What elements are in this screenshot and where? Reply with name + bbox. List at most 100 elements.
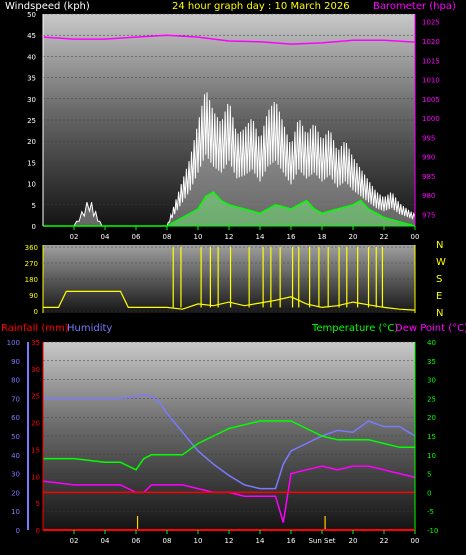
x-tick-label: 10 — [194, 233, 203, 241]
x-tick-label: 16 — [287, 233, 296, 241]
rain-y-tick: 25 — [31, 393, 40, 401]
average-wind-series — [43, 191, 416, 227]
x-tick-label: 10 — [194, 537, 203, 545]
baro-y-tick: 1005 — [422, 96, 440, 104]
x-tick-label: 02 — [70, 537, 79, 545]
dewpoint-axis-title: Dew Point (°C) — [395, 323, 466, 334]
baro-y-tick: 990 — [422, 154, 435, 162]
baro-y-tick: 985 — [422, 173, 435, 181]
compass-label: N — [436, 308, 443, 319]
x-tick-label: 04 — [101, 537, 110, 545]
direction-series — [43, 290, 416, 311]
baro-y-tick: 1000 — [422, 115, 440, 123]
wind-y-tick: 20 — [27, 138, 36, 146]
rain-y-tick: 0 — [36, 527, 40, 535]
x-tick-label: 00 — [411, 233, 420, 241]
x-tick-label: 20 — [349, 537, 358, 545]
compass-label: S — [436, 274, 442, 285]
baro-y-tick: 1010 — [422, 77, 440, 85]
wind-y-tick: 35 — [27, 75, 36, 83]
humidity-y-tick: 40 — [11, 452, 20, 460]
temp-y-tick: -5 — [427, 508, 434, 516]
humidity-y-tick: 80 — [11, 377, 20, 385]
baro-y-tick: 995 — [422, 134, 435, 142]
direction-y-tick: 180 — [25, 276, 38, 284]
rain-y-tick: 10 — [31, 473, 40, 481]
x-tick-label: Sun Set — [308, 537, 335, 545]
wind-y-tick: 45 — [27, 32, 36, 40]
rain-y-tick: 20 — [31, 420, 40, 428]
temp-y-tick: 30 — [427, 377, 436, 385]
chart-title: 24 hour graph day : 10 March 2026 — [172, 1, 350, 12]
humidity-y-tick: 60 — [11, 414, 20, 422]
baro-y-tick: 980 — [422, 192, 435, 200]
humidity-series — [43, 393, 416, 490]
rain-y-tick: 15 — [31, 446, 40, 454]
x-tick-label: 00 — [411, 537, 420, 545]
barometer-axis-title: Barometer (hpa) — [373, 1, 456, 12]
temp-y-tick: -10 — [427, 527, 438, 535]
temp-y-tick: 10 — [427, 452, 436, 460]
humidity-y-tick: 100 — [7, 339, 20, 347]
x-tick-label: 16 — [287, 537, 296, 545]
x-tick-label: 14 — [256, 233, 265, 241]
compass-label: N — [436, 240, 443, 251]
humidity-y-tick: 50 — [11, 433, 20, 441]
baro-y-tick: 1025 — [422, 19, 440, 27]
temperature-axis-title: Temperature (°C) — [311, 323, 398, 334]
direction-y-tick: 360 — [25, 244, 38, 252]
humidity-y-tick: 70 — [11, 395, 20, 403]
humidity-y-tick: 10 — [11, 508, 20, 516]
wind-axis-title: Windspeed (kph) — [5, 1, 90, 12]
temp-y-tick: 20 — [427, 414, 436, 422]
temperature-series — [43, 420, 415, 471]
wind-y-tick: 30 — [27, 96, 36, 104]
temp-y-tick: 25 — [427, 395, 436, 403]
x-tick-label: 08 — [163, 537, 172, 545]
temp-y-tick: 5 — [427, 471, 431, 479]
temp-y-tick: 15 — [427, 433, 436, 441]
x-tick-label: 20 — [349, 233, 358, 241]
barometer-series — [42, 34, 416, 45]
rain-y-tick: 5 — [36, 500, 40, 508]
temp-y-tick: 0 — [427, 489, 431, 497]
x-tick-label: 12 — [225, 537, 234, 545]
x-tick-label: 08 — [163, 233, 172, 241]
temp-y-tick: 40 — [427, 339, 436, 347]
direction-y-tick: 90 — [29, 292, 38, 300]
wind-y-tick: 5 — [32, 202, 36, 210]
rain-y-tick: 35 — [31, 339, 40, 347]
x-tick-label: 06 — [132, 537, 141, 545]
average-fill — [43, 192, 415, 226]
x-tick-label: 12 — [225, 233, 234, 241]
x-tick-label: 04 — [101, 233, 110, 241]
compass-label: W — [436, 257, 446, 268]
humidity-y-tick: 90 — [11, 358, 20, 366]
rain-y-tick: 30 — [31, 366, 40, 374]
x-tick-label: 22 — [380, 233, 389, 241]
baro-y-tick: 1015 — [422, 57, 440, 65]
x-tick-label: 18 — [318, 233, 327, 241]
baro-y-tick: 975 — [422, 211, 435, 219]
wind-y-tick: 25 — [27, 117, 36, 125]
humidity-axis-title: Humidity — [67, 323, 112, 334]
temp-y-tick: 35 — [427, 358, 436, 366]
compass-label: E — [436, 291, 442, 302]
humidity-y-tick: 0 — [16, 527, 20, 535]
wind-y-tick: 10 — [27, 181, 36, 189]
x-tick-label: 06 — [132, 233, 141, 241]
x-tick-label: 22 — [380, 537, 389, 545]
baro-y-tick: 1020 — [422, 38, 440, 46]
direction-y-tick: 270 — [25, 260, 38, 268]
x-tick-label: 02 — [70, 233, 79, 241]
direction-y-tick: 0 — [34, 308, 38, 316]
rainfall-axis-title: Rainfall (mm) — [1, 323, 69, 334]
x-tick-label: 14 — [256, 537, 265, 545]
gust-series — [43, 92, 416, 227]
wind-y-tick: 15 — [27, 159, 36, 167]
wind-y-tick: 0 — [32, 223, 36, 231]
humidity-y-tick: 30 — [11, 471, 20, 479]
wind-y-tick: 40 — [27, 53, 36, 61]
wind-y-tick: 50 — [27, 11, 36, 19]
humidity-y-tick: 20 — [11, 489, 20, 497]
